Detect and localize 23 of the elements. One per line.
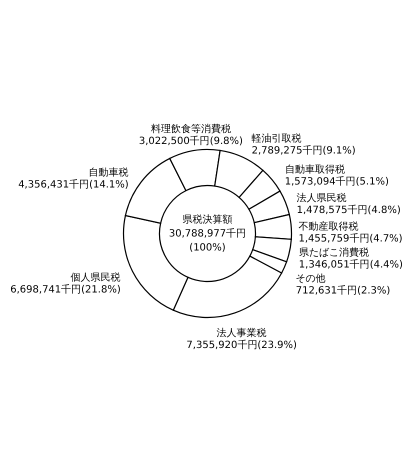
data-label: 712,631千円(2.3%) <box>296 284 390 297</box>
data-label: 7,355,920千円(23.9%) <box>186 338 297 351</box>
text: (100%) <box>189 242 226 254</box>
slice-label: 自動車税 <box>88 166 129 178</box>
data-label: 6,698,741千円(21.8%) <box>10 283 121 296</box>
slice-label: 個人県民税 <box>70 271 121 284</box>
slice-label: その他 <box>296 272 326 285</box>
slice-label: 不動産取得税 <box>298 220 358 232</box>
data-label: 4,356,431千円(14.1%) <box>18 178 129 190</box>
data-label: 2,789,275千円(9.1%) <box>252 144 356 157</box>
data-label: 1,346,051千円(4.4%) <box>298 258 403 271</box>
data-label: 1,573,094千円(5.1%) <box>284 176 389 188</box>
data-label: 1,455,759千円(4.7%) <box>298 232 403 244</box>
data-label: 1,478,575千円(4.8%) <box>296 204 401 216</box>
slice-label: 自動車取得税 <box>284 164 345 176</box>
slice-label: 軽油引取税 <box>252 132 302 145</box>
slice-label: 法人事業税 <box>216 326 267 339</box>
text: 30,788,977千円 <box>168 228 246 240</box>
slice-label: 法人県民税 <box>296 192 347 204</box>
slice-label: 料理飲食等消費税 <box>150 123 231 136</box>
slice-label: 県たばこ消費税 <box>298 246 369 259</box>
text: 県税決算額 <box>182 214 232 226</box>
data-label: 3,022,500千円(9.8%) <box>138 135 244 148</box>
